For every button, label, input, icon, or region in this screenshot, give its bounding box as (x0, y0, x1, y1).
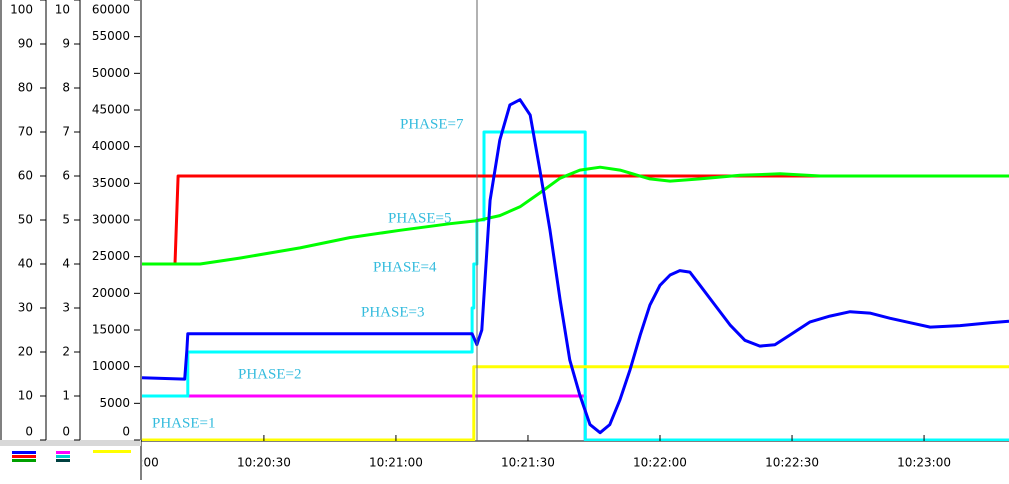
series-line (142, 130, 1009, 441)
legend-swatch (12, 451, 36, 454)
series-line (142, 98, 1009, 435)
legend-icon (12, 451, 36, 462)
y-tick-label: 5000 (99, 396, 130, 410)
y-tick-label: 30000 (92, 213, 130, 227)
y-tick-label: 1 (62, 389, 70, 403)
y-tick-label: 10 (55, 3, 70, 17)
y-tick-label: 20 (18, 345, 33, 359)
legend-swatch (56, 459, 70, 462)
y-tick-label: 70 (18, 125, 33, 139)
y-tick-label: 40000 (92, 139, 130, 153)
legend-icon (56, 451, 70, 462)
phase-annotation: PHASE=1 (152, 415, 215, 431)
legend-swatch (56, 455, 70, 458)
y-tick-label: 10 (18, 389, 33, 403)
x-tick-label: 10:22:00 (633, 456, 687, 470)
phase-annotation: PHASE=4 (373, 259, 437, 275)
y-tick-label: 5 (62, 213, 70, 227)
y-tick-label: 60 (18, 169, 33, 183)
phase-annotation: PHASE=7 (400, 116, 464, 132)
y-tick-label: 25000 (92, 249, 130, 263)
y-tick-label: 100 (10, 3, 33, 17)
legend-swatch (12, 455, 36, 458)
y-tick-label: 10000 (92, 359, 130, 373)
x-tick-label: 10:22:30 (765, 456, 819, 470)
y-tick-label: 6 (62, 169, 70, 183)
y-tick-label: 40 (18, 257, 33, 271)
y-tick-label: 0 (122, 425, 130, 439)
phase-annotation: PHASE=2 (238, 366, 301, 382)
series-line (142, 365, 1009, 441)
y-tick-label: 50000 (92, 66, 130, 80)
y-tick-label: 4 (62, 257, 70, 271)
legend-swatch (93, 450, 131, 453)
x-labels: 10:20:00 10:20:30 10:21:00 10:21:30 10:22:00… (105, 456, 951, 470)
y-tick-label: 7 (62, 125, 70, 139)
x-tick-label: 10:20:00 (105, 456, 159, 470)
y-tick-label: 50 (18, 213, 33, 227)
x-tick-label: 10:23:00 (897, 456, 951, 470)
y-tick-label: 8 (62, 81, 70, 95)
y-tick-label: 90 (18, 37, 33, 51)
y-tick-label: 15000 (92, 323, 130, 337)
series-line (142, 165, 1009, 266)
y-tick-label: 9 (62, 37, 70, 51)
x-tick-label: 10:21:30 (501, 456, 555, 470)
y-tick-label: 30 (18, 301, 33, 315)
phase-annotation: PHASE=5 (388, 210, 451, 226)
x-tick-label: 10:21:00 (369, 456, 423, 470)
plot-area (142, 98, 1009, 441)
phase-annotation: PHASE=3 (361, 304, 424, 320)
y-tick-label: 20000 (92, 286, 130, 300)
x-tick-label: 10:20:30 (237, 456, 291, 470)
y-tick-label: 55000 (92, 29, 130, 43)
y-tick-label: 35000 (92, 176, 130, 190)
y-tick-label: 3 (62, 301, 70, 315)
legend-swatch (12, 459, 36, 462)
y-tick-label: 60000 (92, 3, 130, 17)
legend-separator (0, 440, 141, 446)
legend-swatch (56, 451, 70, 454)
y-tick-label: 0 (25, 425, 33, 439)
y-tick-label: 80 (18, 81, 33, 95)
y-tick-label: 2 (62, 345, 70, 359)
y-tick-label: 0 (62, 425, 70, 439)
y-tick-label: 45000 (92, 103, 130, 117)
